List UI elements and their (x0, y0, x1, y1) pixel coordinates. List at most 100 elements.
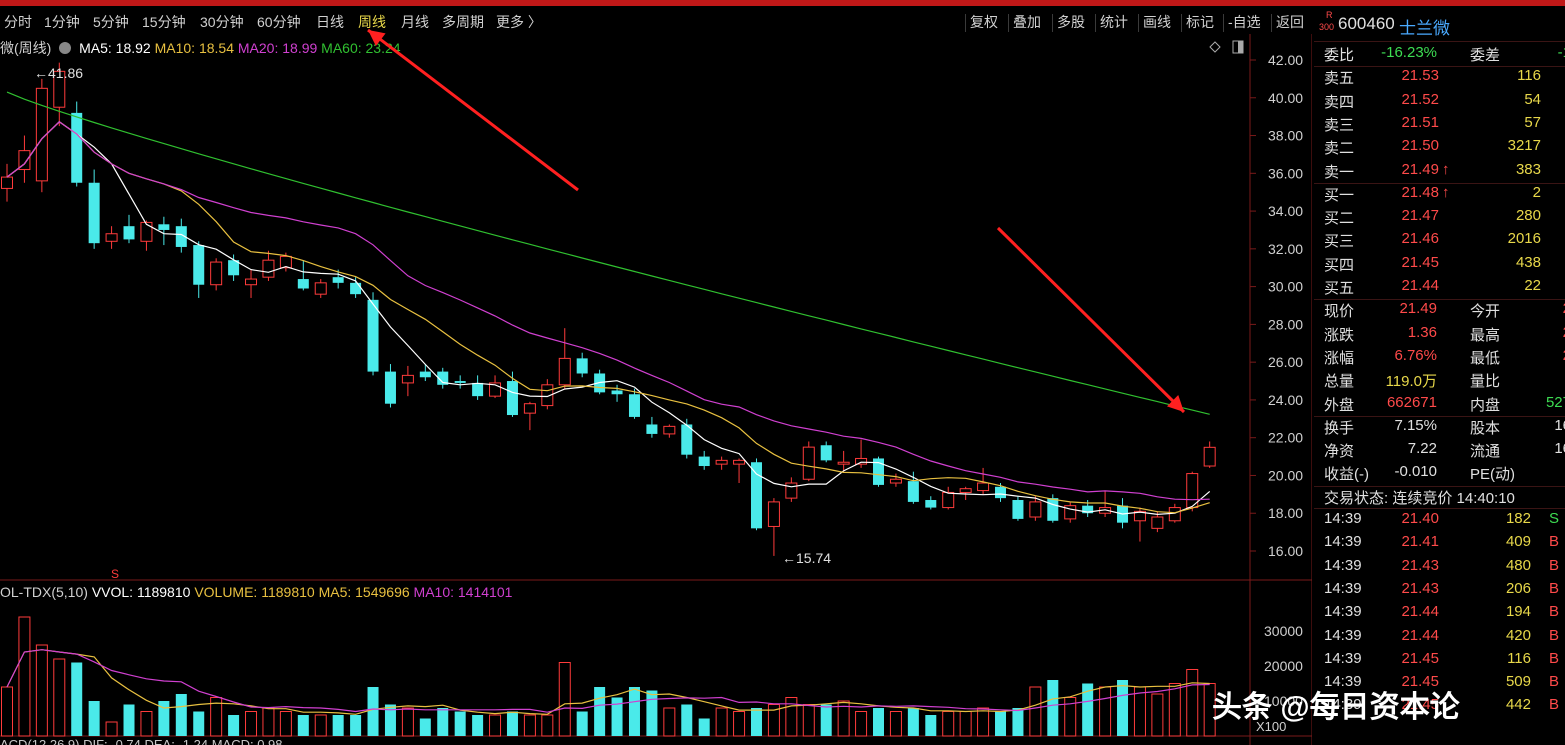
volume-bar (506, 711, 518, 736)
vol-ma5-value: MA5: 1549696 (318, 584, 410, 600)
tick-volume: 480 (1505, 556, 1531, 574)
price: 21.50 (1401, 137, 1439, 155)
candle (1186, 471, 1199, 512)
tick-price: 21.41 (1401, 533, 1439, 551)
ma20-value: MA20: 18.99 (237, 40, 318, 56)
volume-bar (158, 701, 170, 736)
price-axis-label: 28.00 (1268, 316, 1303, 332)
value: -1 (1557, 44, 1565, 61)
toolbar-separator (1008, 14, 1009, 32)
volume-bar (820, 704, 832, 736)
toolbar-button-5[interactable]: 标记 (1186, 14, 1214, 30)
annotation-arrow-down (996, 226, 1186, 414)
period-tab-9[interactable]: 多周期 (442, 14, 484, 30)
panel-divider (1314, 508, 1565, 509)
tick-side: B (1548, 649, 1559, 667)
chart-corner-icons[interactable] (1209, 40, 1244, 54)
tick-volume: 182 (1505, 510, 1531, 527)
volume: 280 (1515, 207, 1541, 225)
volume-bar (193, 711, 205, 736)
label: 卖三 (1324, 116, 1355, 134)
tick-side: B (1548, 626, 1559, 644)
toolbar-button-4[interactable]: 画线 (1143, 14, 1171, 30)
tick-time: 14:39 (1324, 673, 1362, 691)
up-arrow-icon: ↑ (1442, 183, 1450, 201)
tick-price: 21.44 (1401, 603, 1439, 621)
stat-row: 收益(-) -0.010 PE(动) (1314, 461, 1565, 484)
period-tab-2[interactable]: 5分钟 (93, 14, 129, 30)
label: 流通 (1470, 443, 1501, 461)
candle (245, 269, 258, 298)
tick-row: 14:39 21.45 116 B (1314, 648, 1565, 671)
label: 今开 (1470, 303, 1501, 321)
toolbar-button-3[interactable]: 统计 (1100, 14, 1128, 30)
tick-volume: 420 (1505, 626, 1531, 644)
tick-price: 21.45 (1401, 673, 1439, 691)
price: 21.52 (1401, 90, 1439, 108)
period-tab-4[interactable]: 30分钟 (200, 14, 244, 30)
volume-bar (1133, 686, 1146, 737)
label: 买一 (1324, 186, 1355, 204)
label: 委差 (1470, 47, 1501, 64)
tick-row: 14:39 21.45 509 B (1314, 671, 1565, 694)
toolbar-button-0[interactable]: 复权 (970, 14, 998, 30)
kline-chart[interactable]: 42.00 40.00 38.00 36.00 34.00 32.00 30.00 28.00… (0, 0, 1312, 745)
volume: 54 (1524, 90, 1541, 108)
x100-label: X100 (1256, 719, 1286, 734)
buy-row: 买一 21.48 ↑ 2 (1314, 182, 1565, 205)
toolbar-button-7[interactable]: 返回 (1276, 14, 1304, 30)
candle (541, 379, 554, 410)
price-axis-label: 34.00 (1268, 203, 1303, 219)
period-toolbar: 分时 1分钟 5分钟 15分钟 30分钟 60分钟 日线 周线 月线 多周期 更多 〉 复权 叠加 多股统… (0, 8, 1312, 34)
period-tab-7[interactable]: 周线 (358, 14, 386, 30)
toolbar-button-2[interactable]: 多股 (1057, 14, 1085, 30)
period-tab-0[interactable]: 分时 (4, 14, 32, 30)
period-tab-6[interactable]: 日线 (316, 14, 344, 30)
volume-bar (175, 694, 187, 736)
period-tab-8[interactable]: 月线 (401, 14, 429, 30)
volume-bar (558, 662, 571, 737)
candle (802, 441, 815, 482)
candle (210, 258, 223, 291)
volume-bar (1047, 680, 1059, 736)
volume-bar (1029, 686, 1042, 737)
candle (18, 135, 31, 183)
macd-legend: ACD(12,26,9) DIF: -0.74 DEA: -1.24 MACD:… (0, 737, 283, 745)
candle (663, 424, 676, 438)
period-tab-5[interactable]: 60分钟 (257, 14, 301, 30)
candle (158, 216, 170, 246)
period-tab-3[interactable]: 15分钟 (142, 14, 186, 30)
candle (437, 367, 449, 389)
candle (750, 458, 762, 531)
candle (123, 214, 135, 244)
volume-bar (977, 707, 990, 737)
volume-bar (767, 704, 780, 737)
candle (401, 365, 414, 397)
volume: 2016 (1507, 230, 1541, 248)
stat-row: 换手 7.15% 股本 16 (1314, 415, 1565, 438)
period-tab-10[interactable]: 更多 〉 (496, 14, 542, 30)
candle (576, 352, 588, 378)
volume-bar (105, 721, 118, 737)
volume-bar (1064, 697, 1077, 737)
value: 1.36 (1407, 323, 1437, 341)
settings-icon[interactable] (59, 42, 72, 54)
price-axis-label: 24.00 (1268, 392, 1303, 408)
volume-bar (733, 711, 746, 737)
candle (314, 279, 327, 298)
price-axis-label: 32.00 (1268, 241, 1303, 257)
candle (35, 78, 48, 193)
period-tab-1[interactable]: 1分钟 (44, 14, 80, 30)
volume-bar (959, 711, 972, 737)
label: 总量 (1324, 373, 1355, 391)
ma10-line (6, 121, 1210, 514)
volume-bar (279, 711, 292, 737)
volume-bar (907, 708, 919, 736)
value: 16 (1554, 416, 1565, 434)
candle (558, 328, 571, 389)
vol-ma10-line (6, 649, 1210, 713)
sell-row: 卖一 21.49 ↑ 383 (1314, 159, 1565, 182)
toolbar-button-6[interactable]: -自选 (1228, 14, 1261, 30)
tick-volume: 116 (1507, 649, 1531, 667)
toolbar-button-1[interactable]: 叠加 (1013, 14, 1041, 30)
